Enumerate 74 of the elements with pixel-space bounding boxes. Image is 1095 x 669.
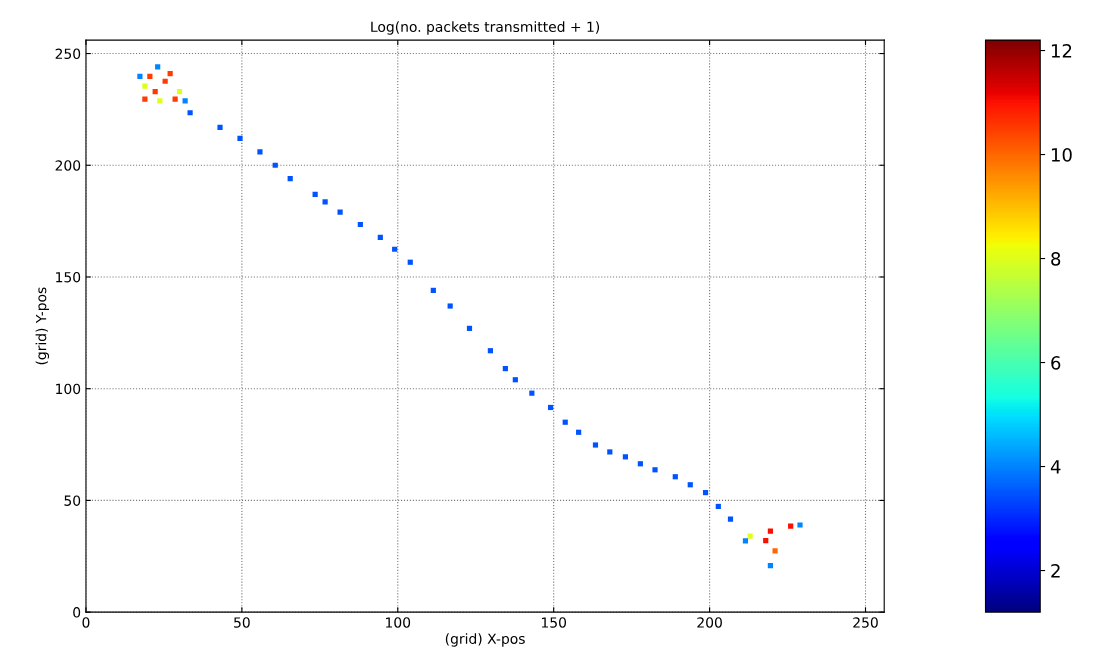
point <box>162 78 168 84</box>
point <box>702 490 709 496</box>
point <box>167 71 173 77</box>
y-tick-label: 200 <box>55 160 81 171</box>
point <box>502 365 508 372</box>
point <box>607 449 613 455</box>
point <box>797 522 803 528</box>
x-tick-label: 50 <box>234 617 250 628</box>
point <box>322 199 328 205</box>
color-bar-label: 12 <box>1051 44 1072 58</box>
point <box>407 259 413 265</box>
x-axis-title: (grid) X-pos <box>445 633 525 647</box>
point <box>466 325 473 331</box>
point <box>172 96 178 102</box>
point <box>763 538 769 544</box>
point <box>767 563 773 569</box>
chart-title: Log(no. packets transmitted + 1) <box>371 21 600 35</box>
point <box>788 523 794 529</box>
point <box>142 83 148 89</box>
point <box>447 303 453 309</box>
point <box>176 88 183 95</box>
y-tick-label: 0 <box>73 607 81 618</box>
point <box>187 110 193 116</box>
point <box>487 348 493 354</box>
y-axis-title: (grid) Y-pos <box>35 287 50 365</box>
point <box>715 503 721 510</box>
point <box>430 287 436 293</box>
point <box>357 221 363 228</box>
point <box>562 419 568 425</box>
point <box>392 246 398 252</box>
point <box>592 442 599 448</box>
point <box>622 454 628 460</box>
point <box>672 474 678 480</box>
x-tick-label: 100 <box>386 617 411 628</box>
point <box>272 162 278 168</box>
point <box>142 96 148 102</box>
point <box>155 64 161 70</box>
point <box>377 234 383 241</box>
color-bar-label: 8 <box>1051 252 1061 266</box>
point <box>529 390 535 396</box>
x-tick-label: 250 <box>853 617 878 628</box>
point <box>312 191 318 197</box>
point <box>157 98 163 104</box>
point <box>182 98 188 104</box>
point <box>547 404 554 411</box>
y-tick-label: 50 <box>64 495 81 506</box>
color-bar-label: 4 <box>1050 460 1061 474</box>
x-tick-label: 150 <box>541 617 567 628</box>
point <box>257 149 263 155</box>
point <box>747 533 753 539</box>
y-tick-label: 100 <box>56 383 81 395</box>
point <box>687 482 693 488</box>
point <box>337 209 343 215</box>
point <box>652 467 658 473</box>
point <box>742 538 749 544</box>
point <box>287 176 293 182</box>
color-bar-label: 6 <box>1051 356 1061 370</box>
point <box>237 135 243 142</box>
y-tick-label: 250 <box>55 48 81 60</box>
point <box>772 548 778 554</box>
point <box>576 429 582 435</box>
point <box>637 461 643 467</box>
point <box>512 377 518 383</box>
point <box>137 73 143 79</box>
point <box>217 124 223 130</box>
color-bar-label: 10 <box>1051 148 1072 162</box>
color-bar-label: 2 <box>1051 563 1060 578</box>
x-tick-label: 200 <box>697 617 722 628</box>
point <box>147 73 153 79</box>
point <box>152 88 158 95</box>
y-tick-label: 150 <box>56 271 81 283</box>
x-tick-label: 0 <box>82 617 90 628</box>
point <box>727 516 734 522</box>
point <box>767 528 773 534</box>
